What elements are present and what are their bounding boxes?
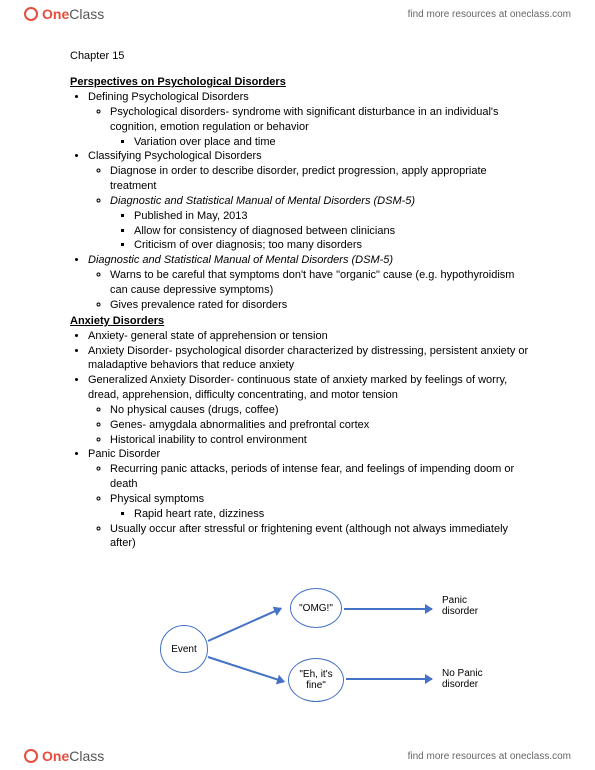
list-item: Criticism of over diagnosis; too many di… bbox=[134, 238, 535, 253]
list-item: Diagnostic and Statistical Manual of Men… bbox=[88, 253, 535, 312]
text: Diagnostic and Statistical Manual of Men… bbox=[88, 254, 393, 266]
list-item: Genes- amygdala abnormalities and prefro… bbox=[110, 418, 535, 433]
logo-icon bbox=[24, 749, 38, 763]
text: Physical symptoms bbox=[110, 493, 204, 505]
list-item: No physical causes (drugs, coffee) bbox=[110, 403, 535, 418]
text: Diagnostic and Statistical Manual of Men… bbox=[110, 195, 415, 207]
list-item: Published in May, 2013 bbox=[134, 209, 535, 224]
arrow-icon bbox=[208, 608, 282, 642]
document-body: Chapter 15 Perspectives on Psychological… bbox=[70, 50, 535, 551]
list-item: Usually occur after stressful or frighte… bbox=[110, 522, 535, 552]
list-item: Panic Disorder Recurring panic attacks, … bbox=[88, 447, 535, 551]
section1-list: Defining Psychological Disorders Psychol… bbox=[70, 90, 535, 313]
arrow-icon bbox=[344, 608, 432, 610]
text: Panic Disorder bbox=[88, 448, 160, 460]
list-item: Gives prevalence rated for disorders bbox=[110, 298, 535, 313]
panic-diagram: Event "OMG!" "Eh, it's fine" Panic disor… bbox=[160, 580, 520, 710]
text: Defining Psychological Disorders bbox=[88, 91, 249, 103]
list-item: Generalized Anxiety Disorder- continuous… bbox=[88, 373, 535, 447]
node-event: Event bbox=[160, 625, 208, 673]
logo-footer: OneClass bbox=[24, 748, 104, 764]
list-item: Variation over place and time bbox=[134, 135, 535, 150]
arrow-icon bbox=[346, 678, 432, 680]
logo: OneClass bbox=[24, 6, 104, 22]
label-panic: Panic disorder bbox=[442, 595, 502, 617]
list-item: Anxiety Disorder- psychological disorder… bbox=[88, 344, 535, 374]
list-item: Diagnostic and Statistical Manual of Men… bbox=[110, 194, 535, 253]
tagline-bottom: find more resources at oneclass.com bbox=[408, 751, 571, 762]
node-fine: "Eh, it's fine" bbox=[288, 658, 344, 702]
list-item: Classifying Psychological Disorders Diag… bbox=[88, 149, 535, 253]
label-nopanic: No Panic disorder bbox=[442, 668, 512, 690]
list-item: Historical inability to control environm… bbox=[110, 433, 535, 448]
list-item: Recurring panic attacks, periods of inte… bbox=[110, 462, 535, 492]
list-item: Anxiety- general state of apprehension o… bbox=[88, 329, 535, 344]
logo-icon bbox=[24, 7, 38, 21]
list-item: Rapid heart rate, dizziness bbox=[134, 507, 535, 522]
section2-title: Anxiety Disorders bbox=[70, 315, 535, 327]
list-item: Physical symptoms Rapid heart rate, dizz… bbox=[110, 492, 535, 522]
section1-title: Perspectives on Psychological Disorders bbox=[70, 76, 535, 88]
node-omg: "OMG!" bbox=[290, 588, 342, 628]
header: OneClass find more resources at oneclass… bbox=[0, 0, 595, 28]
list-item: Diagnose in order to describe disorder, … bbox=[110, 164, 535, 194]
list-item: Defining Psychological Disorders Psychol… bbox=[88, 90, 535, 149]
text: Classifying Psychological Disorders bbox=[88, 150, 262, 162]
section2-list: Anxiety- general state of apprehension o… bbox=[70, 329, 535, 552]
list-item: Allow for consistency of diagnosed betwe… bbox=[134, 224, 535, 239]
brand-text: OneClass bbox=[42, 6, 104, 22]
footer: OneClass find more resources at oneclass… bbox=[0, 742, 595, 770]
text: Psychological disorders- syndrome with s… bbox=[110, 106, 499, 133]
text: Generalized Anxiety Disorder- continuous… bbox=[88, 374, 507, 401]
brand-text: OneClass bbox=[42, 748, 104, 764]
arrow-icon bbox=[208, 656, 285, 683]
list-item: Psychological disorders- syndrome with s… bbox=[110, 105, 535, 150]
chapter-title: Chapter 15 bbox=[70, 50, 535, 62]
list-item: Warns to be careful that symptoms don't … bbox=[110, 268, 535, 298]
tagline-top: find more resources at oneclass.com bbox=[408, 9, 571, 20]
